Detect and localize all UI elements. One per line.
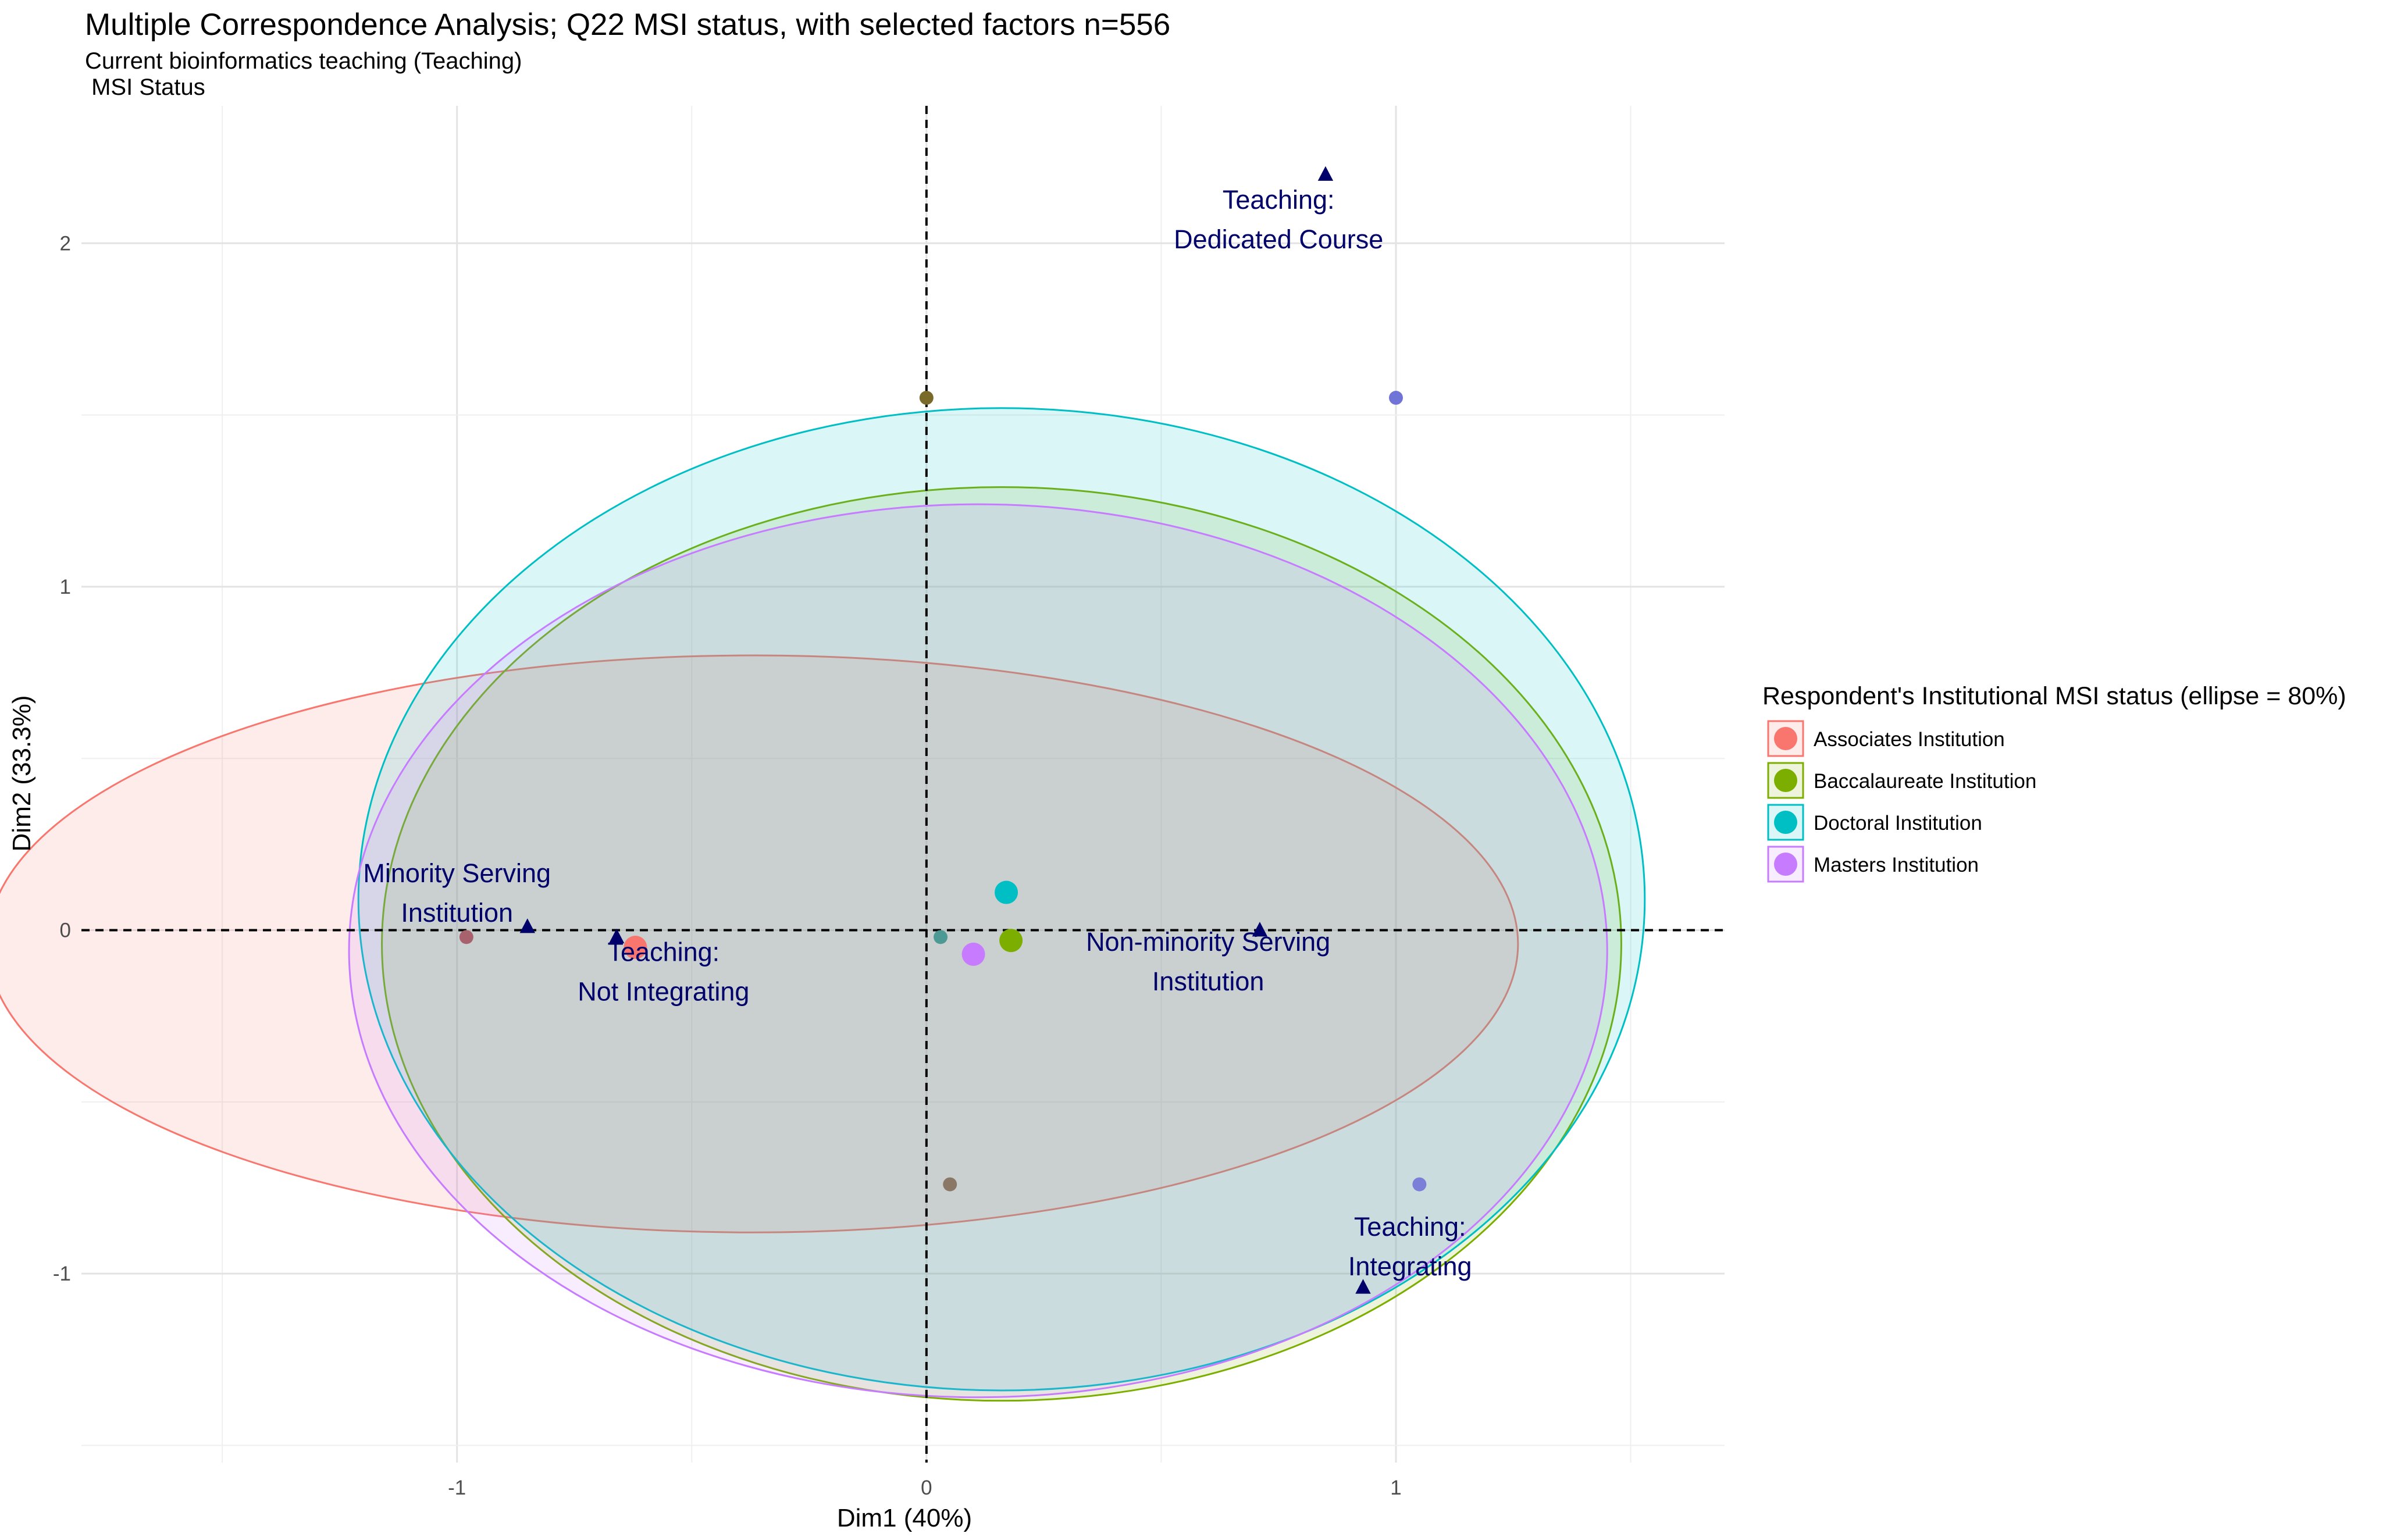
y-axis-title: Dim2 (33.3%): [8, 696, 36, 852]
chart-subtitle-1: Current bioinformatics teaching (Teachin…: [85, 48, 522, 74]
individual-point-2: [459, 930, 473, 944]
x-axis-title: Dim1 (40%): [837, 1504, 972, 1532]
group-centroid-2: [995, 880, 1018, 904]
variable-label-0-line-0: Teaching:: [1223, 185, 1335, 215]
group-centroid-1: [999, 929, 1023, 953]
legend-dot-0: [1774, 727, 1797, 750]
chart-title: Multiple Correspondence Analysis; Q22 MS…: [85, 8, 1170, 42]
chart-subtitle-2: MSI Status: [85, 74, 205, 100]
variable-labels: Teaching: Dedicated Course Minority Servin…: [363, 185, 1472, 1281]
legend-dot-3: [1774, 853, 1797, 876]
variable-label-3-line-0: Non-minority Serving: [1086, 927, 1330, 957]
y-tick-label: 1: [60, 576, 71, 598]
y-tick-label: 2: [60, 232, 71, 255]
variable-label-2-line-1: Not Integrating: [578, 977, 749, 1007]
legend-label-1: Baccalaureate Institution: [1814, 770, 2036, 793]
variable-marker-4: [1355, 1279, 1371, 1294]
individual-point-0: [919, 391, 934, 405]
individual-point-1: [1389, 391, 1403, 405]
legend-label-2: Doctoral Institution: [1814, 812, 1982, 835]
data-points: [459, 166, 1427, 1294]
axis-ticks: -1 0 1 -1 0 1 2: [53, 232, 1402, 1499]
y-tick-label: -1: [53, 1263, 71, 1285]
variable-label-3-line-1: Institution: [1152, 967, 1264, 996]
variable-label-2-line-0: Teaching:: [608, 937, 720, 967]
grid-lines: [81, 106, 1725, 1463]
variable-label-1-line-0: Minority Serving: [363, 858, 551, 888]
variable-marker-3: [1252, 922, 1268, 937]
legend: Respondent's Institutional MSI status (e…: [1762, 682, 2346, 883]
individual-point-4: [943, 1177, 957, 1192]
legend-title: Respondent's Institutional MSI status (e…: [1762, 682, 2346, 710]
group-centroid-3: [961, 942, 985, 966]
variable-label-0-line-1: Dedicated Course: [1174, 224, 1383, 254]
variable-marker-1: [519, 918, 535, 933]
variable-marker-0: [1317, 166, 1334, 181]
y-tick-label: 0: [60, 919, 71, 942]
group-centroid-0: [624, 936, 647, 960]
variable-label-4-line-1: Integrating: [1348, 1251, 1472, 1281]
reference-lines: [81, 106, 1725, 1463]
individual-point-5: [1412, 1177, 1427, 1192]
individual-point-3: [934, 930, 948, 944]
confidence-ellipses: [0, 407, 1646, 1402]
variable-label-4-line-0: Teaching:: [1354, 1212, 1466, 1242]
legend-label-3: Masters Institution: [1814, 854, 1979, 876]
legend-label-0: Associates Institution: [1814, 728, 2005, 751]
x-tick-label: 1: [1390, 1477, 1401, 1499]
legend-dot-1: [1774, 769, 1797, 792]
variable-marker-2: [608, 928, 625, 944]
legend-dot-2: [1774, 811, 1797, 834]
variable-label-1-line-1: Institution: [401, 898, 513, 928]
x-tick-label: -1: [448, 1477, 466, 1499]
x-tick-label: 0: [921, 1477, 932, 1499]
